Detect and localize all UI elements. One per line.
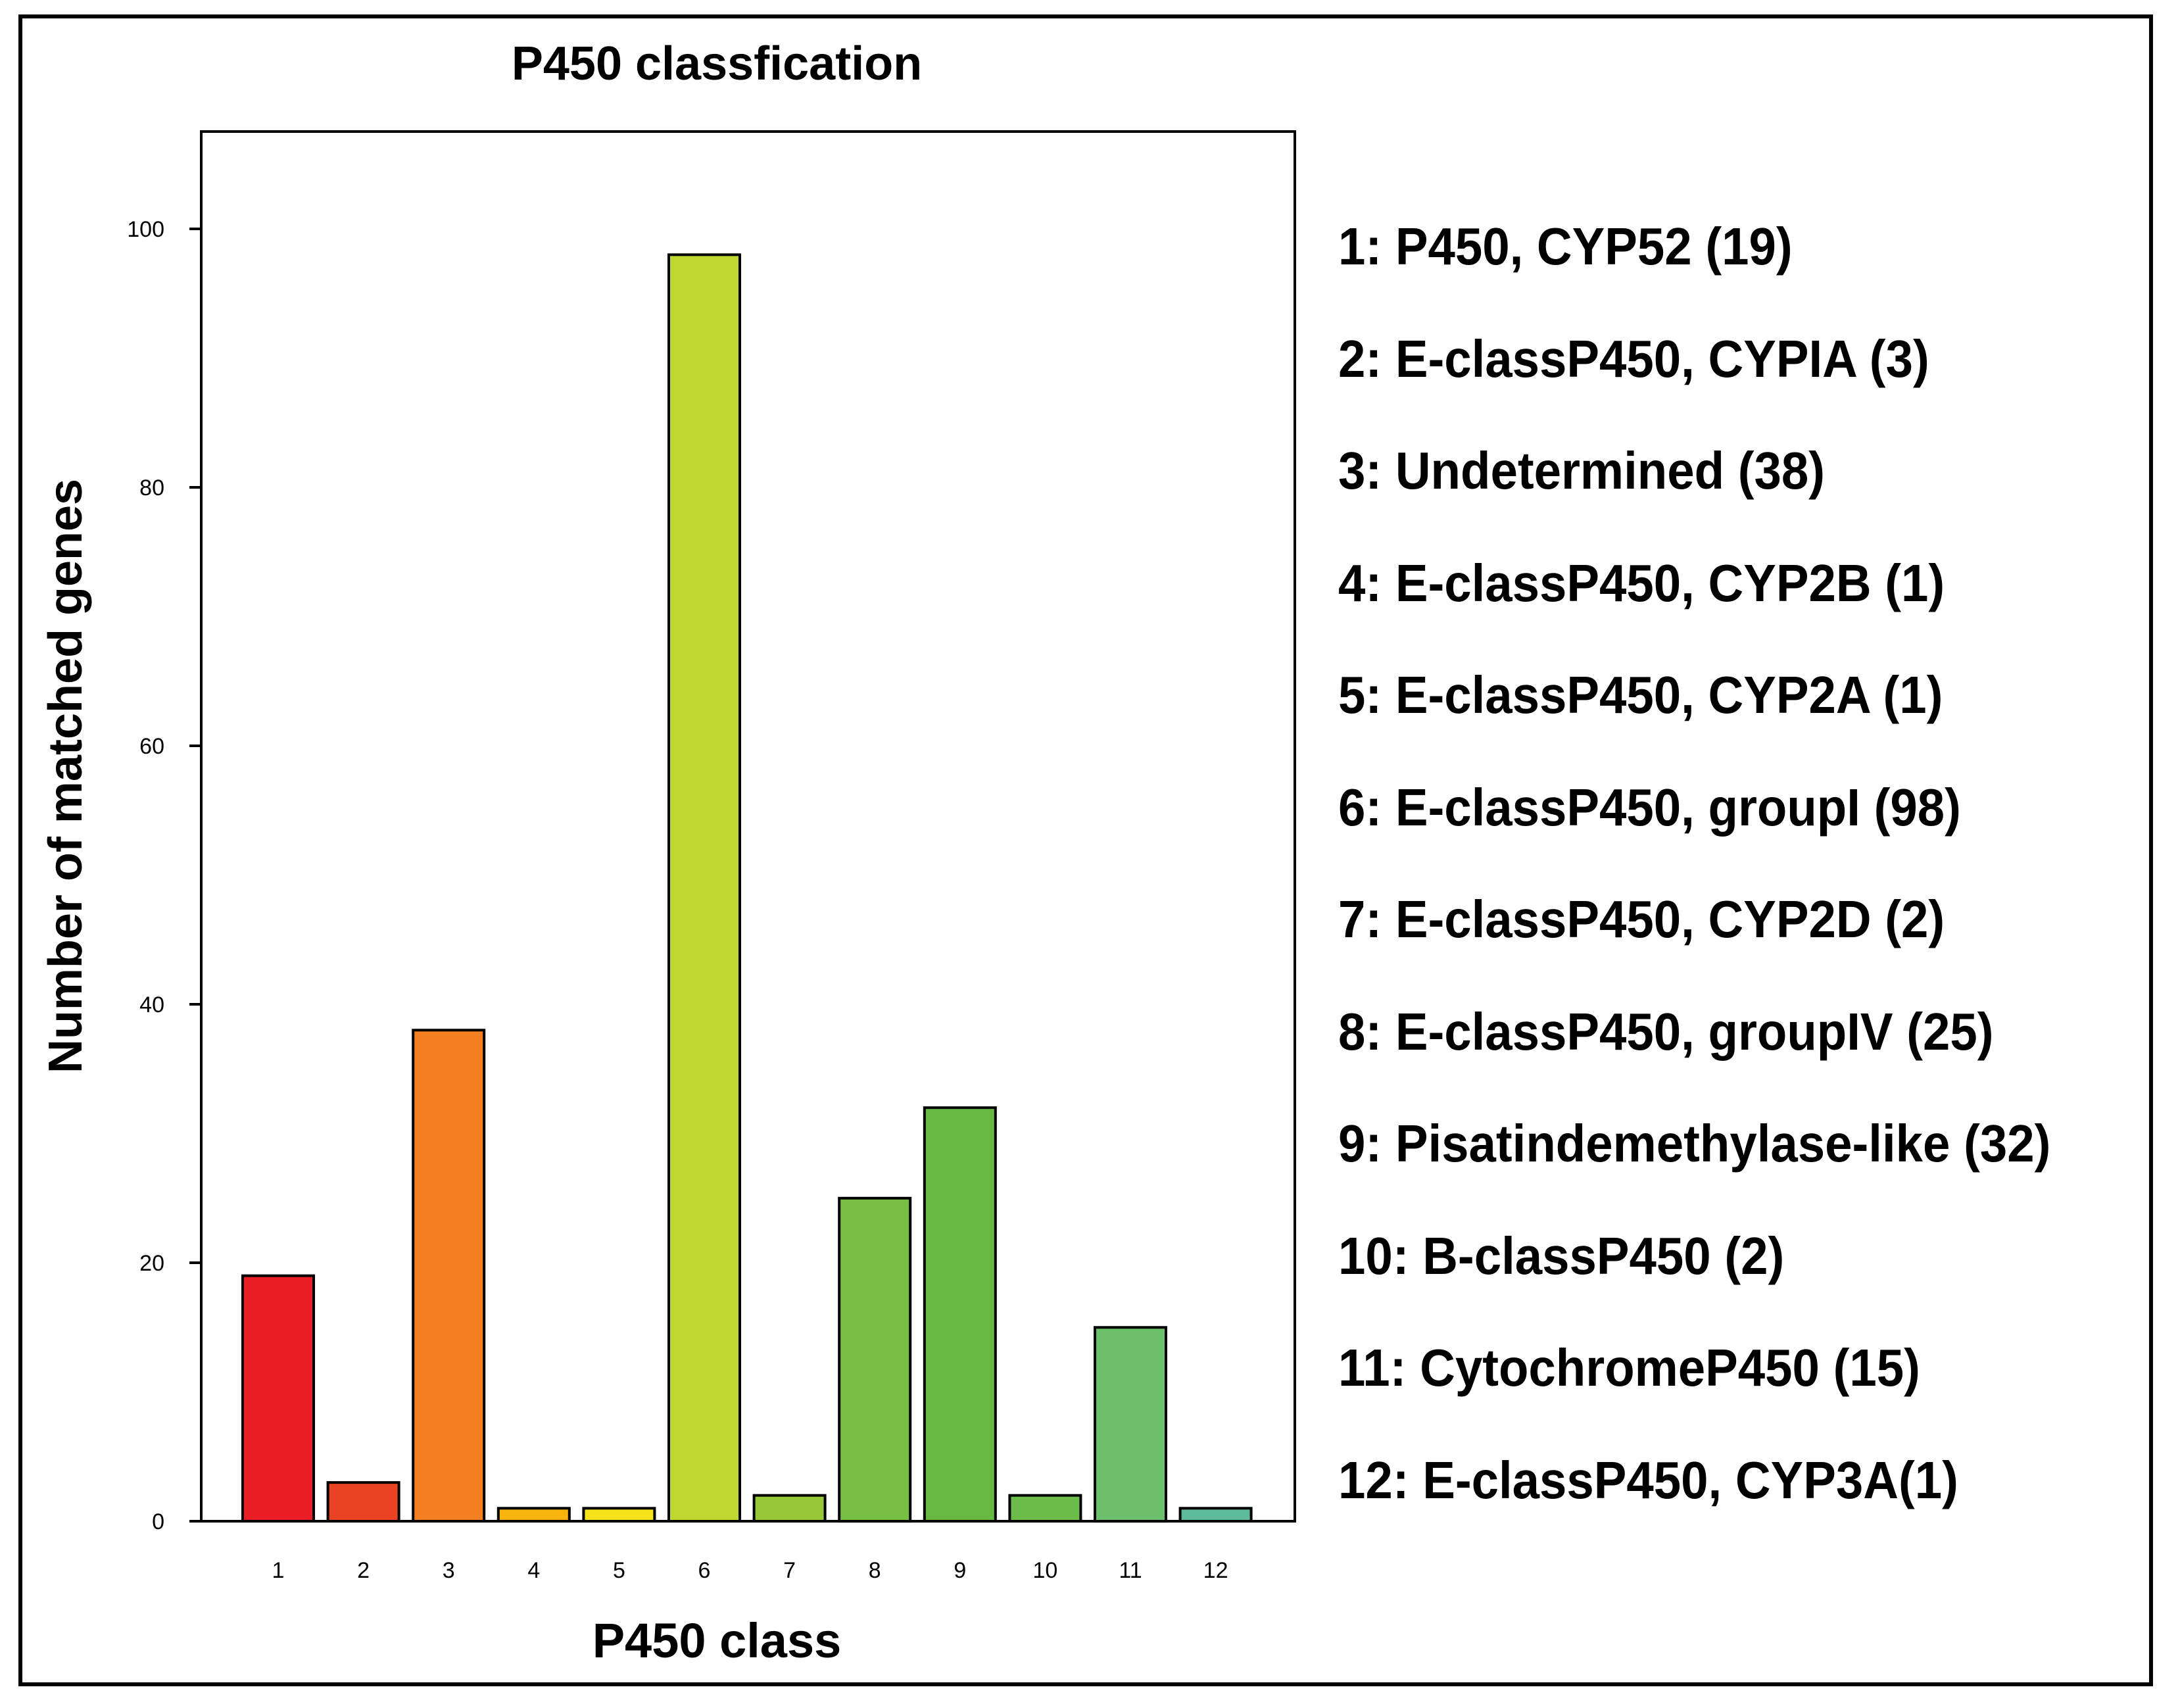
x-tick-label: 5 [613, 1558, 625, 1583]
legend-item-10: 10: B-classP450 (2) [1338, 1226, 1785, 1285]
x-tick-label: 3 [443, 1558, 455, 1583]
y-tick-label: 20 [139, 1251, 164, 1276]
legend-item-12: 12: E-classP450, CYP3A(1) [1338, 1450, 1958, 1509]
bar-7 [752, 1494, 827, 1523]
bar-6 [667, 253, 741, 1523]
x-axis: 1 2 3 4 5 6 7 8 9 10 11 12 [272, 1558, 1228, 1583]
legend-item-1: 1: P450, CYP52 (19) [1338, 217, 1793, 276]
legend-item-2: 2: E-classP450, CYPIA (3) [1338, 329, 1929, 388]
figure-frame [18, 14, 2153, 1686]
chart-title: P450 classfication [512, 37, 922, 90]
bars-layer [241, 253, 1253, 1523]
legend-item-11: 11: CytochromeP450 (15) [1338, 1338, 1920, 1397]
plot-area-frame [200, 130, 1296, 1523]
y-tick-label: 100 [127, 217, 164, 242]
x-tick-label: 4 [527, 1558, 540, 1583]
y-tick-label: 40 [139, 992, 164, 1017]
bar-5 [582, 1507, 656, 1523]
x-tick-label: 12 [1203, 1558, 1228, 1583]
bar-8 [838, 1196, 912, 1523]
bar-10 [1008, 1494, 1082, 1523]
legend-item-6: 6: E-classP450, groupI (98) [1338, 777, 1961, 837]
bar-9 [923, 1106, 997, 1523]
x-tick-label: 7 [783, 1558, 796, 1583]
y-axis: 0 20 40 60 80 100 [127, 217, 201, 1534]
legend-item-7: 7: E-classP450, CYP2D (2) [1338, 890, 1945, 948]
y-tick-label: 0 [152, 1509, 164, 1534]
x-tick-label: 6 [698, 1558, 711, 1583]
x-tick-label: 2 [357, 1558, 370, 1583]
legend-item-4: 4: E-classP450, CYP2B (1) [1338, 553, 1945, 612]
bar-12 [1178, 1507, 1253, 1523]
bar-2 [326, 1481, 400, 1523]
bar-1 [241, 1274, 315, 1523]
y-tick-label: 60 [139, 734, 164, 759]
legend-item-8: 8: E-classP450, groupIV (25) [1338, 1002, 1994, 1061]
x-axis-label: P450 class [593, 1613, 842, 1668]
bar-3 [412, 1029, 486, 1523]
bar-11 [1094, 1326, 1167, 1523]
legend-item-9: 9: Pisatindemethylase-like (32) [1338, 1114, 2051, 1173]
legend-item-5: 5: E-classP450, CYP2A (1) [1338, 666, 1943, 724]
x-tick-label: 11 [1119, 1558, 1142, 1583]
y-tick-label: 80 [139, 476, 164, 500]
x-tick-label: 9 [954, 1558, 966, 1583]
bar-4 [496, 1507, 571, 1523]
legend-item-3: 3: Undetermined (38) [1338, 441, 1826, 500]
x-tick-label: 1 [272, 1558, 285, 1583]
y-axis-label: Number of matched genes [39, 479, 92, 1073]
x-tick-label: 10 [1032, 1558, 1057, 1583]
x-tick-label: 8 [869, 1558, 881, 1583]
